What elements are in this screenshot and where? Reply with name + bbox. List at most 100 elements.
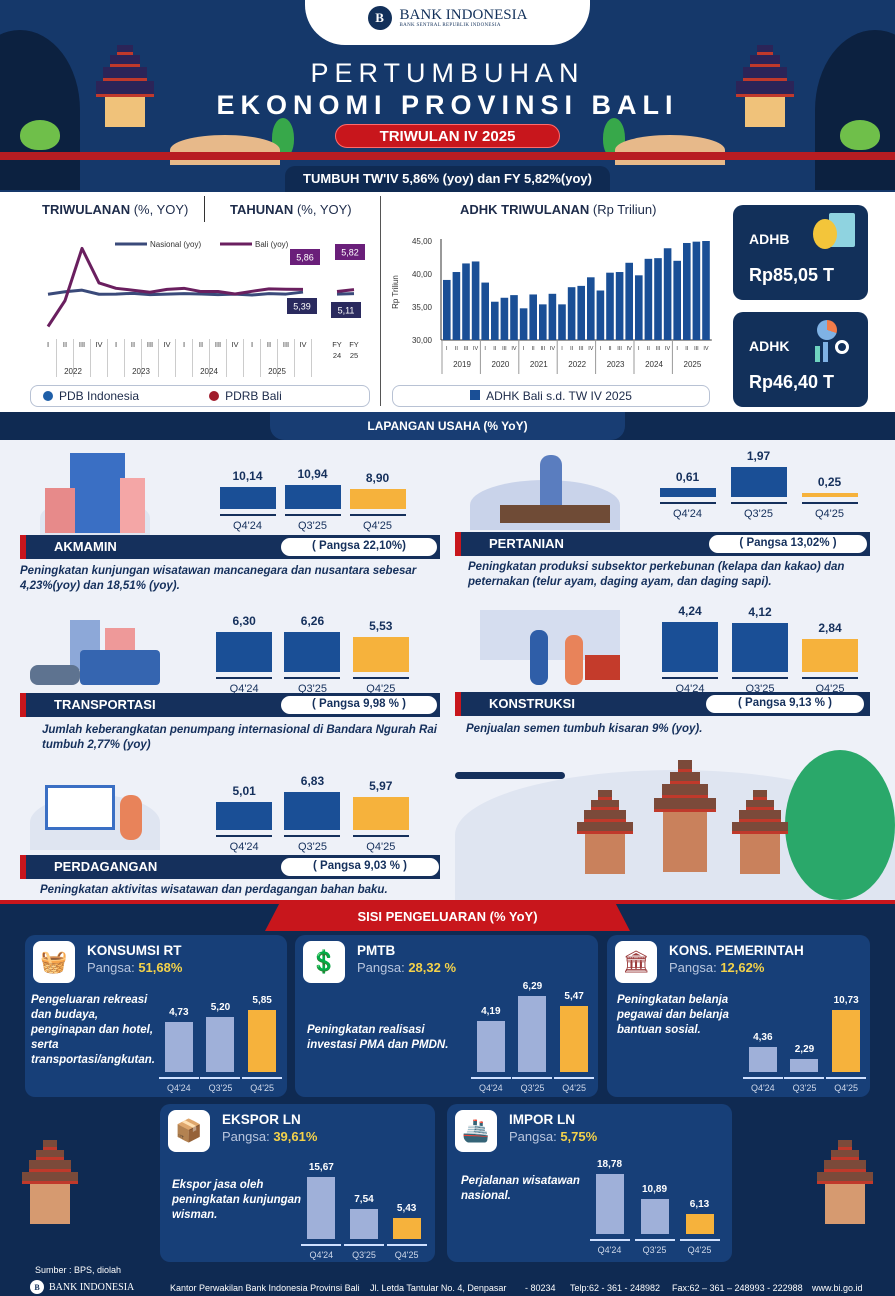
growth-legend: PDB Indonesia PDRB Bali: [30, 385, 370, 407]
sector-desc-perdagangan: Peningkatan aktivitas wisatawan dan perd…: [40, 884, 388, 896]
sand-decoration: [615, 135, 725, 165]
adhk-bar: [452, 272, 461, 340]
temple-illustration-right: [735, 45, 795, 127]
share-pill-akmamin: ( Pangsa 22,10%): [280, 537, 438, 557]
x-year-label: 2019: [453, 360, 471, 369]
ship-icon: 🚢: [455, 1110, 497, 1152]
x-year-label: 2025: [268, 367, 286, 376]
bar: [352, 636, 409, 672]
bar-column: 5,97 Q4'25: [352, 779, 409, 853]
x-quarter-label: II: [570, 346, 574, 352]
fy-label: FY: [332, 340, 342, 349]
x-quarter-label: IV: [665, 346, 671, 352]
bar: [284, 485, 341, 509]
bank-indonesia-logo: B BANK INDONESIA BANK SENTRAL REPUBLIK IN…: [305, 0, 590, 45]
kpi-value: Rp46,40 T: [749, 372, 835, 392]
card-kons-pemerintah: 🏛 KONS. PEMERINTAH Pangsa: 12,62% Pening…: [607, 935, 870, 1097]
card-pmtb: 💲 PMTB Pangsa: 28,32 % Peningkatan reali…: [295, 935, 598, 1097]
bar-value-label: 15,67: [308, 1162, 334, 1173]
adhk-chart-title: ADHK TRIWULANAN (Rp Triliun): [460, 202, 656, 217]
shopping-basket-icon: 🧺: [33, 941, 75, 983]
bar-column: 2,29 Q3'25: [784, 1043, 825, 1093]
unit: (%, YOY): [133, 202, 189, 217]
adhk-bar: [481, 282, 489, 340]
card-konsumsi-rt: 🧺 KONSUMSI RT Pangsa: 51,68% Pengeluaran…: [25, 935, 287, 1097]
label-bali-fy: 5,82: [341, 248, 359, 258]
bar-column: 4,73 Q4'24: [158, 1007, 199, 1093]
adhk-title: ADHK TRIWULANAN: [460, 202, 590, 217]
bar-value-label: 6,30: [232, 614, 256, 628]
x-year-label: 2024: [200, 367, 218, 376]
hotel-illustration: [40, 448, 150, 538]
growth-section: TRIWULANAN (%, YOY) TAHUNAN (%, YOY) Nas…: [0, 192, 895, 412]
bush-decoration: [840, 120, 880, 150]
bar-category-label: Q4'24: [589, 1239, 630, 1255]
adhk-bar: [491, 301, 499, 340]
x-tick-label: II: [131, 340, 135, 349]
share-value: 12,62%: [720, 960, 765, 975]
x-quarter-label: I: [561, 346, 563, 352]
kpi-label: ADHB: [749, 231, 790, 247]
bar-category-label: Q3'25: [284, 835, 341, 853]
bar-value-label: 2,29: [794, 1043, 815, 1055]
bar: [732, 623, 788, 672]
x-tick-label: III: [79, 340, 85, 349]
bar-column: 18,78 Q4'24: [589, 1159, 630, 1255]
bar-value-label: 0,61: [675, 469, 700, 484]
bar-category-label: Q4'25: [679, 1239, 720, 1255]
bar-column: 5,20 Q3'25: [200, 1002, 241, 1093]
x-quarter-label: IV: [550, 346, 556, 352]
x-year-label: 2022: [568, 360, 586, 369]
sector-section: 10,14 Q4'24 10,94 Q3'25 8,90 Q4'25 AKMAMIN ( …: [0, 440, 895, 900]
card-desc: Ekspor jasa oleh peningkatan kunjungan w…: [172, 1179, 302, 1221]
money-document-icon: [811, 213, 855, 253]
spending-section-title: SISI PENGELUARAN (% YoY): [265, 903, 630, 931]
adhk-bar: [587, 277, 595, 340]
legend-label: PDRB Bali: [225, 389, 282, 403]
adhk-bar: [692, 241, 701, 340]
bar-value-label: 6,13: [689, 1199, 710, 1211]
x-year-label: 2022: [64, 367, 82, 376]
x-quarter-label: III: [694, 346, 699, 352]
adhk-bar: [567, 287, 576, 340]
fy-line-bali: [336, 288, 355, 294]
x-quarter-label: I: [446, 346, 448, 352]
x-tick-label: II: [267, 340, 271, 349]
bar-column: 5,47 Q4'25: [554, 991, 595, 1093]
bar-value-label: 4,12: [748, 605, 772, 620]
share-pill-pertanian: ( Pangsa 13,02% ): [708, 534, 868, 554]
card-title: IMPOR LN: [509, 1112, 575, 1127]
adhk-unit: (Rp Triliun): [592, 202, 657, 217]
x-quarter-label: III: [502, 346, 507, 352]
adhk-bar: [462, 263, 470, 340]
share-pill-konstruksi: ( Pangsa 9,13 % ): [705, 694, 865, 714]
bar: [662, 622, 718, 672]
impor-bar-chart: 18,78 Q4'24 10,89 Q3'25 6,13 Q4'25: [587, 1149, 722, 1255]
card-impor-ln: 🚢 IMPOR LN Pangsa: 5,75% Perjalanan wisa…: [447, 1104, 732, 1262]
header: B BANK INDONESIA BANK SENTRAL REPUBLIK IN…: [0, 0, 895, 192]
kpi-value: Rp85,05 T: [749, 265, 835, 285]
bar-category-label: Q4'24: [216, 835, 273, 853]
farming-illustration: [470, 450, 620, 530]
adhk-bar: [615, 272, 624, 340]
bar-column: 7,54 Q3'25: [343, 1194, 384, 1260]
card-title: EKSPOR LN: [222, 1112, 301, 1127]
footer-website[interactable]: www.bi.go.id: [812, 1283, 863, 1293]
x-quarter-label: III: [541, 346, 546, 352]
x-quarter-label: III: [579, 346, 584, 352]
adhk-bar: [558, 304, 566, 340]
bar-value-label: 7,54: [354, 1194, 374, 1206]
bar-category-label: Q4'25: [242, 1077, 283, 1093]
temple-illustration: [815, 1140, 875, 1224]
transport-illustration: [30, 620, 160, 695]
bar-column: 4,24 Q4'24: [662, 604, 718, 695]
bar-category-label: Q4'25: [352, 835, 409, 853]
sand-decoration: [170, 135, 280, 165]
bar: [307, 1177, 336, 1239]
x-tick-label: IV: [95, 340, 102, 349]
share-value: 39,61%: [273, 1129, 318, 1144]
bar: [730, 467, 787, 497]
footer-office: Kantor Perwakilan Bank Indonesia Provins…: [170, 1283, 360, 1293]
divider: [380, 196, 381, 406]
x-tick-label: I: [183, 340, 185, 349]
